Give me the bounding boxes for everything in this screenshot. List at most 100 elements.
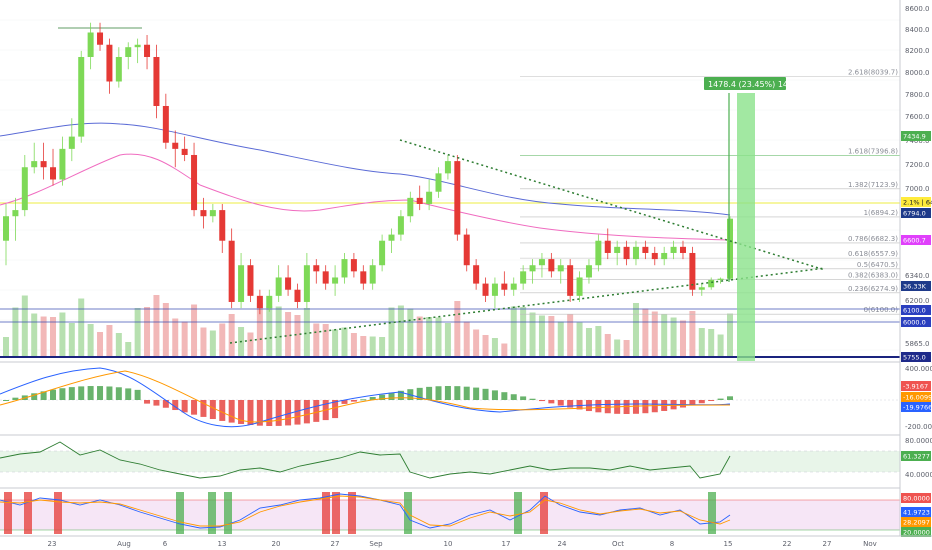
candle-body[interactable]	[209, 210, 216, 217]
candle-body[interactable]	[632, 246, 639, 260]
candle-body[interactable]	[557, 265, 564, 272]
macd-hist-bar	[444, 386, 451, 400]
candle-body[interactable]	[708, 279, 715, 288]
macd-hist-bar	[200, 400, 207, 417]
candle-body[interactable]	[576, 277, 583, 296]
candle-body[interactable]	[97, 32, 104, 45]
candlesticks[interactable]	[3, 22, 733, 315]
candle-body[interactable]	[12, 210, 19, 217]
candle-body[interactable]	[219, 210, 226, 241]
candle-body[interactable]	[360, 271, 367, 284]
candle-body[interactable]	[313, 265, 320, 272]
candle-body[interactable]	[407, 197, 414, 217]
candle-body[interactable]	[238, 265, 245, 302]
candle-body[interactable]	[435, 173, 442, 192]
candle-body[interactable]	[614, 246, 621, 253]
candle-body[interactable]	[78, 56, 85, 137]
candle-body[interactable]	[59, 148, 66, 180]
candle-body[interactable]	[87, 32, 94, 57]
candle-body[interactable]	[191, 154, 198, 211]
time-axis[interactable]: 23 Aug 6 13 20 27 Sep 10 17 24 Oct 8 15 22 27 Nov	[0, 535, 932, 548]
candle-body[interactable]	[698, 287, 705, 290]
candle-body[interactable]	[134, 44, 141, 48]
candle-body[interactable]	[153, 56, 160, 106]
candle-body[interactable]	[679, 246, 686, 253]
candle-body[interactable]	[463, 234, 470, 266]
candle-body[interactable]	[332, 277, 339, 284]
candle-body[interactable]	[491, 283, 498, 296]
macd-pane[interactable]	[0, 367, 900, 428]
volume-bar	[31, 313, 38, 357]
candle-body[interactable]	[388, 234, 395, 241]
candle-body[interactable]	[275, 277, 282, 296]
candle-body[interactable]	[228, 240, 235, 302]
candle-body[interactable]	[397, 216, 404, 235]
volume-bar	[144, 307, 151, 357]
volume-bar	[689, 311, 696, 357]
candle-body[interactable]	[294, 289, 301, 302]
candle-body[interactable]	[426, 191, 433, 204]
candle-body[interactable]	[501, 283, 508, 290]
candle-body[interactable]	[379, 240, 386, 266]
candle-body[interactable]	[369, 265, 376, 284]
price-pane[interactable]: 2.618(8039.7) 1.618(7396.8) 1.382(7123.9) 1…	[0, 19, 900, 361]
candle-body[interactable]	[529, 265, 536, 272]
candle-body[interactable]	[595, 240, 602, 266]
macd-hist-bar	[491, 390, 498, 400]
candle-body[interactable]	[303, 265, 310, 302]
candle-body[interactable]	[322, 271, 329, 284]
candle-body[interactable]	[717, 278, 724, 280]
macd-hist-bar	[416, 387, 423, 400]
candle-body[interactable]	[247, 265, 254, 296]
candle-body[interactable]	[68, 136, 75, 149]
candle-body[interactable]	[115, 56, 122, 82]
candle-body[interactable]	[538, 259, 545, 266]
candle-body[interactable]	[510, 283, 517, 290]
candle-body[interactable]	[623, 246, 630, 260]
candle-body[interactable]	[162, 105, 169, 143]
candle-body[interactable]	[482, 283, 489, 296]
stochastic-pane[interactable]	[0, 492, 900, 534]
candle-body[interactable]	[341, 259, 348, 278]
candle-body[interactable]	[144, 44, 151, 57]
measure-box[interactable]: 1478.4 (23.45%) 14784	[704, 77, 803, 361]
volume-bar	[275, 306, 282, 357]
candle-body[interactable]	[21, 167, 28, 211]
candle-body[interactable]	[548, 259, 555, 272]
candle-body[interactable]	[642, 246, 649, 253]
volume-bar	[191, 304, 198, 357]
candle-body[interactable]	[125, 47, 132, 57]
candle-body[interactable]	[567, 265, 574, 296]
candle-body[interactable]	[256, 295, 263, 309]
candle-body[interactable]	[181, 148, 188, 155]
macd-hist-bar	[369, 396, 376, 400]
macd-hist-bar	[228, 400, 235, 423]
candle-body[interactable]	[3, 216, 9, 241]
candle-body[interactable]	[266, 295, 273, 309]
candle-body[interactable]	[40, 161, 47, 168]
candle-body[interactable]	[520, 271, 527, 284]
rsi-pane[interactable]	[0, 441, 900, 479]
candle-body[interactable]	[670, 246, 677, 253]
rsi-line	[0, 441, 731, 479]
candle-body[interactable]	[172, 142, 179, 149]
candle-body[interactable]	[473, 265, 480, 284]
candle-body[interactable]	[106, 44, 113, 82]
candle-body[interactable]	[285, 277, 292, 290]
candle-body[interactable]	[689, 252, 696, 290]
candle-body[interactable]	[604, 240, 611, 253]
candle-body[interactable]	[444, 161, 451, 174]
candle-body[interactable]	[200, 210, 207, 217]
candle-body[interactable]	[31, 161, 38, 168]
price-axis[interactable]: 8600.08400.08200.08000.07800.07600.07400…	[899, 0, 932, 537]
macd-hist-bar	[266, 400, 273, 426]
candle-body[interactable]	[727, 218, 733, 279]
candle-body[interactable]	[454, 161, 461, 235]
candle-body[interactable]	[661, 252, 668, 260]
candle-body[interactable]	[585, 265, 592, 278]
candle-body[interactable]	[416, 197, 423, 204]
candle-body[interactable]	[50, 167, 57, 180]
candle-body[interactable]	[350, 259, 357, 272]
candle-body[interactable]	[651, 252, 658, 260]
